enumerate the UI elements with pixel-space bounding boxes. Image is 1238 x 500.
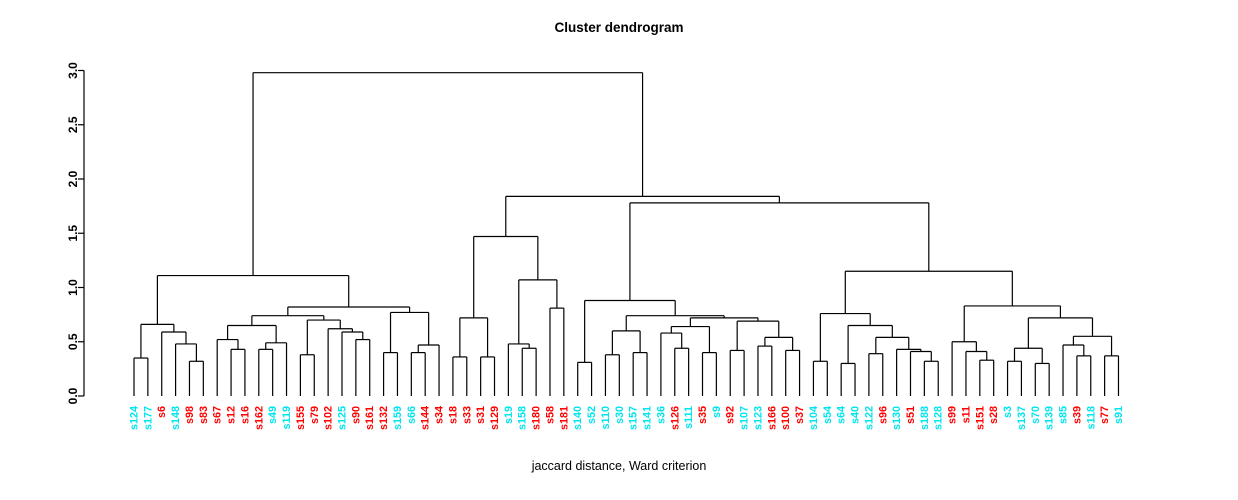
leaf-label: s35 — [697, 406, 709, 424]
leaf-label: s40 — [850, 406, 862, 424]
leaf-label: s90 — [350, 406, 362, 424]
leaf-label: s36 — [655, 406, 667, 424]
leaf-label: s34 — [434, 406, 446, 424]
leaf-label: s99 — [947, 406, 959, 424]
leaf-label: s9 — [711, 406, 723, 418]
leaf-label: s158 — [517, 406, 529, 430]
dendrogram-tree — [133, 72, 1120, 396]
leaf-label: s52 — [586, 406, 598, 424]
y-tick-label: 0.5 — [66, 333, 80, 350]
leaf-label: s123 — [752, 406, 764, 430]
y-tick-label: 1.5 — [66, 225, 80, 242]
leaf-label: s11 — [960, 406, 972, 423]
leaf-label: s128 — [933, 406, 945, 430]
leaf-label: s139 — [1044, 406, 1056, 430]
leaf-label: s85 — [1058, 406, 1070, 424]
leaf-label: s124 — [129, 406, 141, 430]
leaf-label: s111 — [683, 406, 695, 429]
leaf-label: s16 — [239, 406, 251, 424]
leaf-label: s30 — [614, 406, 626, 424]
leaf-label: s91 — [1113, 406, 1125, 424]
leaf-label: s110 — [600, 406, 612, 429]
leaf-label: s33 — [461, 406, 473, 424]
leaf-label: s39 — [1071, 406, 1083, 424]
y-tick-label: 2.5 — [66, 116, 80, 133]
leaf-label: s49 — [267, 406, 279, 424]
chart-title: Cluster dendrogram — [554, 20, 684, 35]
leaf-label: s37 — [794, 406, 806, 424]
leaf-label: s130 — [891, 406, 903, 430]
leaf-label: s77 — [1099, 406, 1111, 424]
leaf-label: s19 — [503, 406, 515, 424]
y-tick-label: 2.0 — [66, 170, 80, 187]
leaf-label: s54 — [822, 406, 834, 424]
leaf-label: s31 — [475, 406, 487, 424]
leaf-label: s66 — [406, 406, 418, 424]
y-tick-label: 3.0 — [66, 62, 80, 79]
leaf-label: s140 — [572, 406, 584, 430]
leaf-label: s151 — [974, 406, 986, 430]
y-axis: 0.0 0.5 1.0 1.5 2.0 2.5 3.0 — [66, 62, 85, 404]
leaf-label: s132 — [378, 406, 390, 430]
leaf-label: s79 — [309, 406, 321, 424]
leaf-label: s141 — [642, 406, 654, 430]
leaf-label: s98 — [184, 406, 196, 424]
leaf-label: s58 — [544, 406, 556, 424]
leaf-label: s92 — [725, 406, 737, 424]
leaf-label: s12 — [226, 406, 238, 424]
leaf-label: s166 — [766, 406, 778, 430]
leaf-label: s107 — [739, 406, 751, 430]
leaf-label: s118 — [1085, 406, 1097, 429]
leaf-label: s119 — [281, 406, 293, 429]
leaf-label: s144 — [420, 406, 432, 430]
leaf-label: s70 — [1030, 406, 1042, 424]
leaf-label: s180 — [531, 406, 543, 430]
leaf-label: s129 — [489, 406, 501, 430]
leaf-label: s104 — [808, 406, 820, 430]
leaf-label: s102 — [323, 406, 335, 430]
leaf-label: s137 — [1016, 406, 1028, 430]
leaf-label: s162 — [253, 406, 265, 430]
leaf-label: s188 — [919, 406, 931, 430]
leaf-label: s64 — [836, 406, 848, 424]
leaf-label: s100 — [780, 406, 792, 430]
leaf-label: s122 — [863, 406, 875, 430]
leaf-label: s18 — [447, 406, 459, 424]
leaf-label: s177 — [142, 406, 154, 430]
leaf-label: s67 — [212, 406, 224, 424]
leaf-label: s159 — [392, 406, 404, 430]
leaf-label: s28 — [988, 406, 1000, 424]
y-tick-label: 1.0 — [66, 279, 80, 296]
leaf-labels: s124 s177 s6 s148 s98 s83 s67 s12 s16 s162 s49 s119… — [129, 406, 1125, 430]
y-tick-label: 0.0 — [66, 387, 80, 404]
leaf-label: s126 — [669, 406, 681, 430]
leaf-label: s161 — [364, 406, 376, 430]
leaf-label: s181 — [558, 406, 570, 430]
x-axis-caption: jaccard distance, Ward criterion — [531, 459, 707, 473]
leaf-label: s83 — [198, 406, 210, 424]
leaf-label: s125 — [336, 406, 348, 430]
leaf-label: s157 — [628, 406, 640, 430]
leaf-label: s6 — [156, 406, 168, 418]
leaf-label: s96 — [877, 406, 889, 424]
leaf-label: s155 — [295, 406, 307, 430]
leaf-label: s51 — [905, 406, 917, 424]
leaf-label: s148 — [170, 406, 182, 430]
leaf-label: s3 — [1002, 406, 1014, 418]
